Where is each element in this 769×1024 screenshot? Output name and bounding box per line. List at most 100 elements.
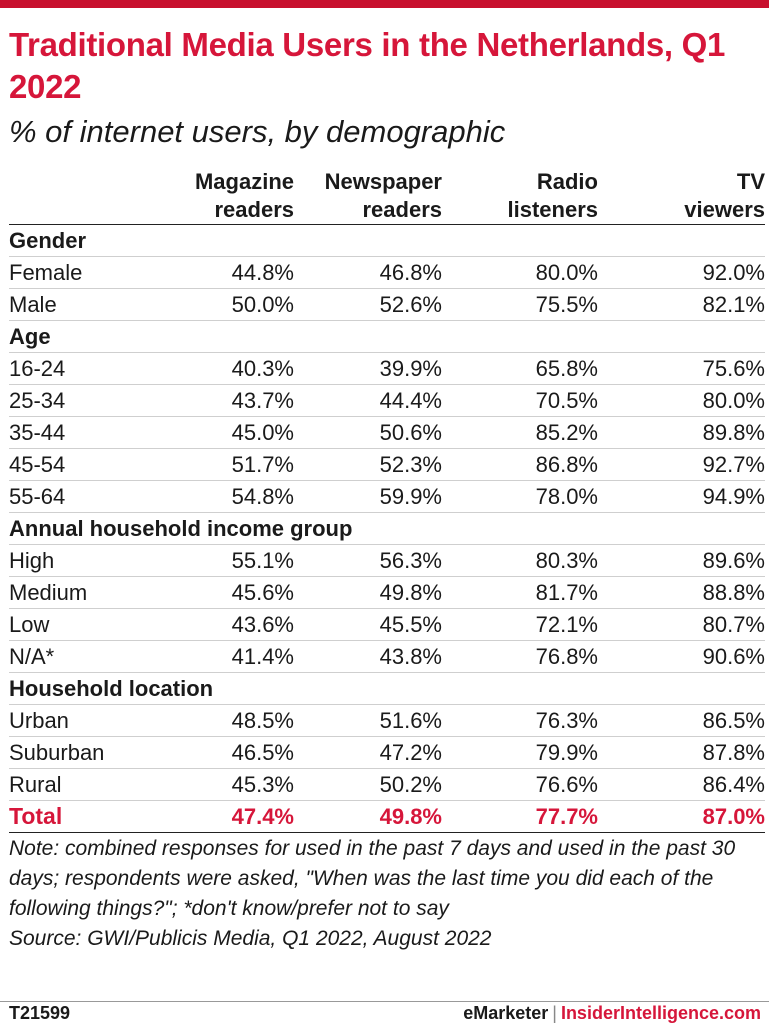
row-label: 45-54 bbox=[9, 448, 189, 481]
value-cell: 46.5% bbox=[189, 736, 306, 769]
table-row: Low 43.6% 45.5% 72.1% 80.7% bbox=[9, 608, 765, 641]
value-cell: 89.6% bbox=[628, 544, 765, 577]
note-text: Note: combined responses for used in the… bbox=[9, 837, 736, 920]
total-row: Total 47.4% 49.8% 77.7% 87.0% bbox=[9, 800, 765, 833]
total-value-cell: 87.0% bbox=[628, 800, 765, 833]
column-header-line1: Newspaper bbox=[324, 169, 442, 194]
column-header-tv: TV viewers bbox=[628, 158, 765, 225]
group-label: Household location bbox=[9, 672, 765, 705]
value-cell: 56.3% bbox=[306, 544, 462, 577]
brand-separator: | bbox=[552, 1003, 557, 1023]
group-header-row: Gender bbox=[9, 224, 765, 257]
column-header-line2: readers bbox=[362, 197, 442, 222]
value-cell: 79.9% bbox=[462, 736, 628, 769]
table-row: Medium 45.6% 49.8% 81.7% 88.8% bbox=[9, 576, 765, 609]
table-row: Rural 45.3% 50.2% 76.6% 86.4% bbox=[9, 768, 765, 801]
column-header-row: Magazine readers Newspaper readers Radio… bbox=[9, 158, 765, 225]
value-cell: 41.4% bbox=[189, 640, 306, 673]
column-header-line1: Radio bbox=[536, 169, 598, 194]
value-cell: 47.2% bbox=[306, 736, 462, 769]
chart-id: T21599 bbox=[9, 1003, 71, 1023]
value-cell: 89.8% bbox=[628, 416, 765, 449]
group-label: Annual household income group bbox=[9, 512, 765, 545]
value-cell: 70.5% bbox=[462, 384, 628, 417]
group-header-row: Household location bbox=[9, 672, 765, 705]
value-cell: 50.6% bbox=[306, 416, 462, 449]
row-label: Urban bbox=[9, 704, 189, 737]
value-cell: 86.4% bbox=[628, 768, 765, 801]
table-row: 16-24 40.3% 39.9% 65.8% 75.6% bbox=[9, 352, 765, 385]
row-label: 25-34 bbox=[9, 384, 189, 417]
footer-branding: eMarketer | InsiderIntelligence.com bbox=[463, 1002, 761, 1024]
total-value-cell: 49.8% bbox=[306, 800, 462, 833]
column-header-line2: viewers bbox=[684, 197, 765, 222]
table-body: Gender Female 44.8% 46.8% 80.0% 92.0% Male 50.0… bbox=[9, 224, 765, 833]
value-cell: 59.9% bbox=[306, 480, 462, 513]
table-row: 55-64 54.8% 59.9% 78.0% 94.9% bbox=[9, 480, 765, 513]
value-cell: 45.6% bbox=[189, 576, 306, 609]
table-row: 45-54 51.7% 52.3% 86.8% 92.7% bbox=[9, 448, 765, 481]
row-label: Rural bbox=[9, 768, 189, 801]
row-label: Medium bbox=[9, 576, 189, 609]
column-header-magazine: Magazine readers bbox=[189, 158, 306, 225]
table-row: Female 44.8% 46.8% 80.0% 92.0% bbox=[9, 256, 765, 289]
chart-title: Traditional Media Users in the Netherlan… bbox=[9, 26, 726, 105]
value-cell: 39.9% bbox=[306, 352, 462, 385]
group-header-row: Annual household income group bbox=[9, 512, 765, 545]
value-cell: 87.8% bbox=[628, 736, 765, 769]
value-cell: 86.5% bbox=[628, 704, 765, 737]
row-label: High bbox=[9, 544, 189, 577]
value-cell: 78.0% bbox=[462, 480, 628, 513]
value-cell: 76.3% bbox=[462, 704, 628, 737]
column-header-radio: Radio listeners bbox=[462, 158, 628, 225]
value-cell: 90.6% bbox=[628, 640, 765, 673]
emarketer-brand: eMarketer bbox=[463, 1003, 549, 1023]
value-cell: 43.6% bbox=[189, 608, 306, 641]
value-cell: 52.6% bbox=[306, 288, 462, 321]
table-row: Urban 48.5% 51.6% 76.3% 86.5% bbox=[9, 704, 765, 737]
table-row: Suburban 46.5% 47.2% 79.9% 87.8% bbox=[9, 736, 765, 769]
table-row: N/A* 41.4% 43.8% 76.8% 90.6% bbox=[9, 640, 765, 673]
value-cell: 80.0% bbox=[628, 384, 765, 417]
value-cell: 43.8% bbox=[306, 640, 462, 673]
chart-notes: Note: combined responses for used in the… bbox=[9, 834, 761, 954]
row-label: Male bbox=[9, 288, 189, 321]
footer-divider bbox=[0, 1001, 769, 1002]
value-cell: 85.2% bbox=[462, 416, 628, 449]
insider-intelligence-link[interactable]: InsiderIntelligence.com bbox=[560, 1003, 761, 1023]
row-label: Low bbox=[9, 608, 189, 641]
value-cell: 94.9% bbox=[628, 480, 765, 513]
value-cell: 50.2% bbox=[306, 768, 462, 801]
row-label: 16-24 bbox=[9, 352, 189, 385]
row-label: N/A* bbox=[9, 640, 189, 673]
value-cell: 45.0% bbox=[189, 416, 306, 449]
value-cell: 51.6% bbox=[306, 704, 462, 737]
row-label: Suburban bbox=[9, 736, 189, 769]
table-row: Male 50.0% 52.6% 75.5% 82.1% bbox=[9, 288, 765, 321]
value-cell: 76.6% bbox=[462, 768, 628, 801]
value-cell: 75.5% bbox=[462, 288, 628, 321]
value-cell: 80.0% bbox=[462, 256, 628, 289]
value-cell: 48.5% bbox=[189, 704, 306, 737]
group-header-row: Age bbox=[9, 320, 765, 353]
value-cell: 51.7% bbox=[189, 448, 306, 481]
value-cell: 88.8% bbox=[628, 576, 765, 609]
value-cell: 55.1% bbox=[189, 544, 306, 577]
value-cell: 72.1% bbox=[462, 608, 628, 641]
group-label: Gender bbox=[9, 224, 765, 257]
value-cell: 81.7% bbox=[462, 576, 628, 609]
total-label: Total bbox=[9, 800, 189, 833]
column-header-line2: listeners bbox=[507, 197, 599, 222]
value-cell: 46.8% bbox=[306, 256, 462, 289]
top-accent-bar bbox=[0, 0, 769, 8]
column-header-newspaper: Newspaper readers bbox=[306, 158, 462, 225]
value-cell: 40.3% bbox=[189, 352, 306, 385]
table-row: 25-34 43.7% 44.4% 70.5% 80.0% bbox=[9, 384, 765, 417]
row-label-header bbox=[9, 158, 189, 225]
value-cell: 80.7% bbox=[628, 608, 765, 641]
group-label: Age bbox=[9, 320, 765, 353]
value-cell: 45.3% bbox=[189, 768, 306, 801]
value-cell: 76.8% bbox=[462, 640, 628, 673]
value-cell: 92.7% bbox=[628, 448, 765, 481]
value-cell: 92.0% bbox=[628, 256, 765, 289]
